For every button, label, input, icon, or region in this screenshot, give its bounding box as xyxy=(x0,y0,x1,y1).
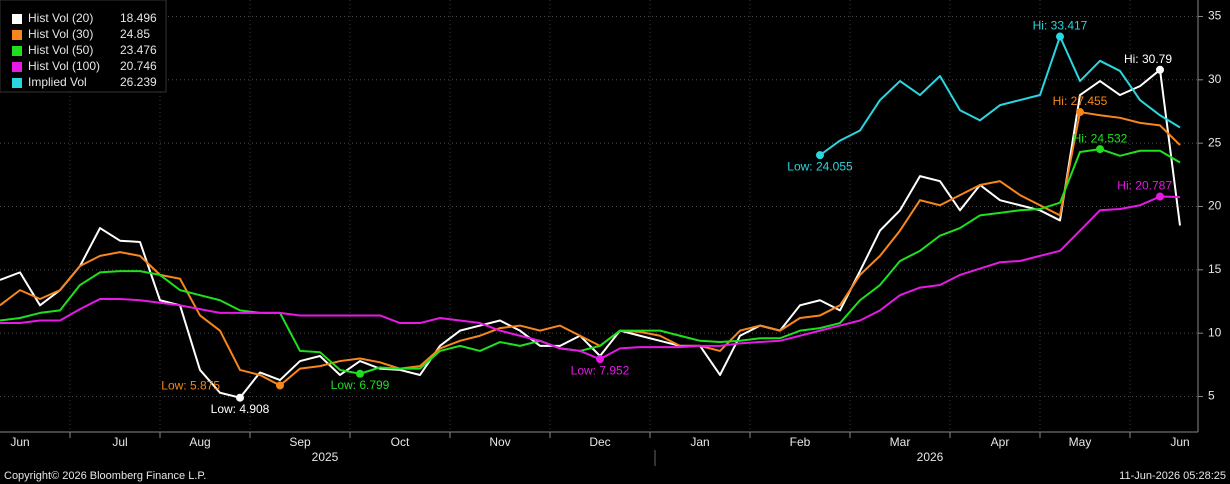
legend-label: Hist Vol (30) xyxy=(28,27,93,41)
series-line xyxy=(0,68,1181,399)
series-line xyxy=(819,35,1181,156)
legend-label: Hist Vol (100) xyxy=(28,59,100,73)
x-tick-label: Apr xyxy=(991,435,1010,449)
annotation-label: Hi: 20.787 xyxy=(1117,179,1172,193)
annotation-dot xyxy=(236,393,244,402)
series-line xyxy=(0,195,1181,361)
x-tick-label: Nov xyxy=(489,435,510,449)
annotation-label: Hi: 27.455 xyxy=(1053,94,1108,108)
annotation-dot xyxy=(356,369,364,378)
legend-label: Hist Vol (20) xyxy=(28,11,93,25)
legend-label: Implied Vol xyxy=(28,75,87,89)
x-tick-label: Jun xyxy=(1170,435,1189,449)
annotation-dot xyxy=(276,381,284,390)
legend-swatch xyxy=(12,14,22,24)
year-label: 2025 xyxy=(312,450,339,464)
annotation-label: Low: 6.799 xyxy=(331,378,390,392)
y-tick-label: 25 xyxy=(1208,135,1222,149)
annotation-dot xyxy=(1156,192,1164,201)
annotation-dot xyxy=(1056,32,1064,41)
annotation-label: Hi: 24.532 xyxy=(1073,131,1128,145)
legend-value: 26.239 xyxy=(120,75,157,89)
legend-swatch xyxy=(12,78,22,88)
x-tick-label: Jun xyxy=(10,435,29,449)
annotation-dot xyxy=(816,151,824,160)
x-tick-label: May xyxy=(1069,435,1092,449)
annotation-label: Hi: 30.79 xyxy=(1124,52,1172,66)
annotation-label: Hi: 33.417 xyxy=(1033,19,1088,33)
x-tick-label: Mar xyxy=(890,435,911,449)
legend-value: 23.476 xyxy=(120,43,157,57)
legend-swatch xyxy=(12,46,22,56)
y-tick-label: 20 xyxy=(1208,199,1222,213)
copyright: Copyright© 2026 Bloomberg Finance L.P. xyxy=(4,470,206,482)
annotation-dot xyxy=(1156,65,1164,74)
x-tick-label: Oct xyxy=(391,435,410,449)
legend-label: Hist Vol (50) xyxy=(28,43,93,57)
annotation-label: Low: 4.908 xyxy=(211,402,270,416)
series-line xyxy=(0,148,1181,375)
annotation-dot xyxy=(1096,145,1104,154)
x-tick-label: Aug xyxy=(189,435,210,449)
y-tick-label: 15 xyxy=(1208,262,1222,276)
y-tick-label: 35 xyxy=(1208,9,1222,23)
y-tick-label: 5 xyxy=(1208,389,1215,403)
legend-value: 20.746 xyxy=(120,59,157,73)
timestamp: 11-Jun-2026 05:28:25 xyxy=(1119,470,1226,482)
year-label: 2026 xyxy=(917,450,944,464)
annotation-dot xyxy=(596,355,604,364)
legend-box xyxy=(0,0,167,93)
x-tick-label: Dec xyxy=(589,435,610,449)
annotation-label: Low: 5.875 xyxy=(161,379,220,393)
annotation-label: Low: 7.952 xyxy=(571,363,630,377)
x-tick-label: Jan xyxy=(690,435,709,449)
y-tick-label: 30 xyxy=(1208,72,1222,86)
x-tick-label: Feb xyxy=(790,435,811,449)
annotation-label: Low: 24.055 xyxy=(787,159,853,173)
y-tick-label: 10 xyxy=(1208,325,1222,339)
x-tick-label: Jul xyxy=(112,435,127,449)
x-tick-label: Sep xyxy=(289,435,311,449)
legend: Hist Vol (20) 18.496 Hist Vol (30) 24.85 His… xyxy=(0,0,167,93)
legend-value: 18.496 xyxy=(120,11,157,25)
legend-swatch xyxy=(12,30,22,40)
annotation-dot xyxy=(1076,108,1084,117)
legend-value: 24.85 xyxy=(120,27,150,41)
legend-swatch xyxy=(12,62,22,72)
